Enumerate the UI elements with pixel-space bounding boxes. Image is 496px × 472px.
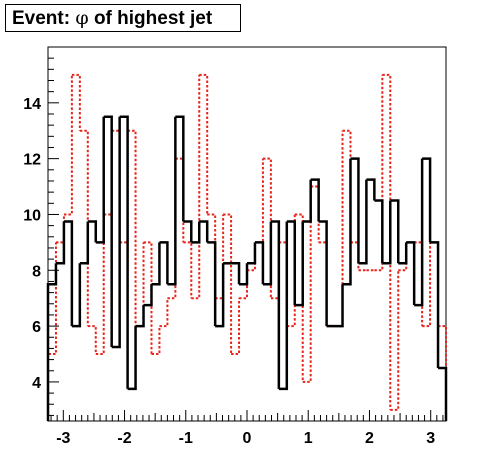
y-tick-label: 10 <box>23 207 41 224</box>
histogram-bin <box>191 221 201 244</box>
chart-title: Event: φ of highest jet <box>5 4 241 32</box>
histogram-bin <box>422 157 432 243</box>
histogram-bin <box>191 74 201 300</box>
chart-title-suffix: of highest jet <box>88 8 213 29</box>
histogram-series <box>46 73 448 421</box>
histogram-bin <box>366 178 376 201</box>
histogram-bin <box>358 179 368 265</box>
y-tick-label: 6 <box>32 319 41 336</box>
histogram-bin <box>135 242 145 328</box>
chart-title-phi: φ <box>75 7 89 29</box>
histogram-bin <box>71 263 82 328</box>
histogram-bin <box>183 241 193 299</box>
histogram-bin <box>438 366 448 421</box>
plot-frame <box>47 46 447 422</box>
solid-series <box>46 115 448 421</box>
histogram-bin <box>422 242 432 328</box>
histogram-bin <box>71 73 81 131</box>
histogram-bin <box>63 74 73 216</box>
histogram-bin <box>334 284 344 328</box>
histogram-bin <box>119 115 129 389</box>
histogram-bin <box>254 158 264 244</box>
histogram-bin <box>159 241 169 285</box>
histogram-bin <box>135 305 145 328</box>
x-tick-label: -3 <box>56 430 70 447</box>
histogram-bin <box>103 115 113 348</box>
histogram-bin <box>247 242 257 265</box>
y-tick-label: 4 <box>32 375 41 392</box>
histogram-bin <box>111 116 121 349</box>
histogram-bin <box>390 199 400 264</box>
histogram-bin <box>318 220 328 327</box>
histogram-bin <box>151 242 161 286</box>
histogram-bin <box>239 263 249 286</box>
histogram-bin <box>167 116 177 286</box>
y-tick-label: 8 <box>32 263 41 280</box>
histogram-bin <box>207 241 217 327</box>
histogram-bin <box>79 221 90 265</box>
histogram-bin <box>63 220 74 327</box>
x-tick-label: 0 <box>243 430 252 447</box>
histogram-bin <box>414 158 424 307</box>
y-tick-label: 14 <box>23 96 41 113</box>
histogram-bin <box>95 116 105 244</box>
histogram-bin <box>231 262 241 285</box>
histogram-bin <box>254 241 265 285</box>
histogram-bin <box>262 221 273 286</box>
histogram-bin <box>430 241 440 368</box>
histogram-bin <box>294 221 304 307</box>
histogram-bin <box>382 73 392 410</box>
histogram-bin <box>87 220 98 243</box>
histogram-bin <box>398 242 408 265</box>
histogram-bin <box>55 221 66 265</box>
histogram-bin <box>406 241 416 306</box>
histogram-bin <box>382 200 392 265</box>
histogram-bin <box>342 158 352 286</box>
histogram-bin <box>143 284 153 307</box>
chart-title-prefix: Event: <box>12 8 76 29</box>
x-tick-label: 3 <box>426 430 435 447</box>
y-tick-label: 12 <box>23 152 41 169</box>
histogram-bin <box>87 325 97 355</box>
histogram-bin <box>350 157 360 264</box>
x-tick-label: -2 <box>117 430 131 447</box>
histogram-bin <box>215 214 225 300</box>
x-tick-label: -1 <box>179 430 193 447</box>
histogram-bin <box>278 221 289 391</box>
histogram-bin <box>215 263 225 328</box>
dotted-series <box>47 73 447 421</box>
x-tick-label: 2 <box>365 430 374 447</box>
histogram-bin <box>46 263 58 421</box>
histogram-bin <box>151 326 161 356</box>
histogram-bin <box>390 270 400 411</box>
histogram-bin <box>127 326 137 391</box>
histogram-bin <box>374 199 384 264</box>
histogram-bin <box>223 213 233 355</box>
histogram-bin <box>95 214 105 356</box>
histogram-bin <box>302 179 312 223</box>
histogram-bin <box>231 298 241 356</box>
histogram-bin <box>143 241 153 355</box>
histogram-bin <box>270 220 281 389</box>
x-tick-label: 1 <box>304 430 313 447</box>
histogram-bin <box>286 220 297 306</box>
histogram-bin <box>199 220 209 243</box>
histogram-bin <box>175 115 185 222</box>
histogram-bin <box>199 73 209 215</box>
histogram-bin <box>310 185 320 243</box>
histogram-bin <box>159 298 169 328</box>
histogram-bin <box>183 220 193 243</box>
histogram-bin <box>310 178 320 222</box>
axis-ticks <box>48 46 444 421</box>
